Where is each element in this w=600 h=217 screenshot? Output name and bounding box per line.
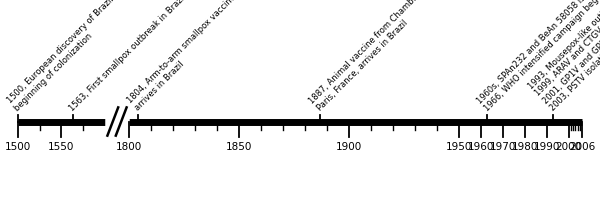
Text: 1960s, SPAn232 and BeAn 58058 isolation
1966, WHO intensified campaign begins: 1960s, SPAn232 and BeAn 58058 isolation … (475, 0, 600, 113)
Text: 2000: 2000 (556, 142, 582, 152)
Text: 1970: 1970 (490, 142, 516, 152)
Text: 1990: 1990 (533, 142, 560, 152)
Text: 2006: 2006 (569, 142, 595, 152)
Text: 1900: 1900 (336, 142, 362, 152)
Text: 1887, Animal vaccine from Chambon,
Paris, France, arrives in Brazil: 1887, Animal vaccine from Chambon, Paris… (308, 0, 434, 113)
Text: 1993, Mousepox-like outbreak
1999, ARAV and CTGV isolation
2001, GP1V and GP2V i: 1993, Mousepox-like outbreak 1999, ARAV … (526, 0, 600, 113)
Text: 1800: 1800 (116, 142, 142, 152)
Text: 1563, First smallpox outbreak in Brazil: 1563, First smallpox outbreak in Brazil (68, 0, 188, 113)
Text: 1500: 1500 (5, 142, 31, 152)
Text: 1850: 1850 (226, 142, 252, 152)
Text: 1950: 1950 (446, 142, 472, 152)
Text: 1550: 1550 (49, 142, 74, 152)
Text: 1980: 1980 (512, 142, 538, 152)
Text: 1960: 1960 (467, 142, 494, 152)
Text: 1804, Arm-to-arm smallpox vaccine
arrives in Brazil: 1804, Arm-to-arm smallpox vaccine arrive… (125, 0, 245, 113)
Text: 1500, European discovery of Brazil and
beginning of colonization: 1500, European discovery of Brazil and b… (5, 0, 136, 113)
